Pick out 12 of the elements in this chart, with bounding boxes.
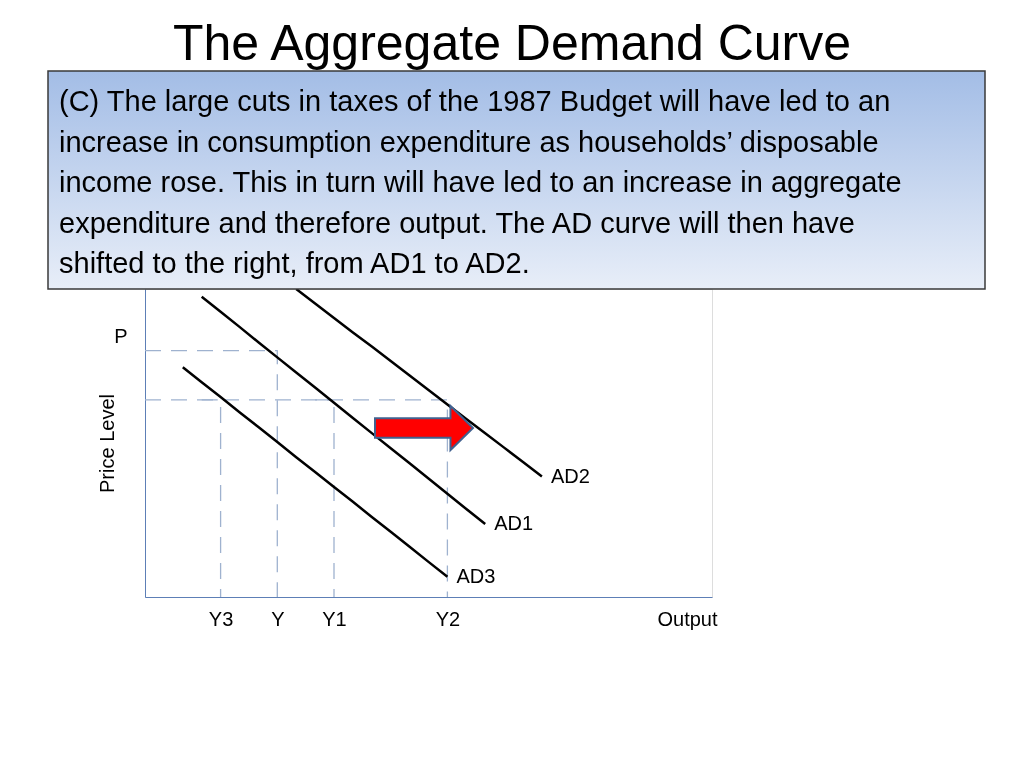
text: P bbox=[114, 325, 128, 347]
x-tick-label: Y bbox=[271, 607, 285, 630]
x-tick-label: Y2 bbox=[435, 607, 461, 630]
y-axis-title: Price Level bbox=[95, 394, 118, 493]
text: (C) The large cuts in taxes of the 1987 Budget will have led to an increase in consumption expenditure as households’ disposable income rose. This in turn will have led to an increase in aggregate expenditure and therefore output. The AD curve will then have shifted to the right, from AD1 to AD2. bbox=[59, 85, 902, 279]
x-tick-label: Y3 bbox=[208, 607, 234, 630]
x-axis-title: Output bbox=[657, 607, 718, 630]
series-label: AD1 bbox=[494, 512, 534, 534]
series-label: AD3 bbox=[456, 564, 496, 587]
chart-title: The Aggregate Demand Curve bbox=[172, 15, 852, 71]
x-tick-label: Y1 bbox=[322, 607, 347, 630]
series-label: AD2 bbox=[550, 464, 590, 487]
